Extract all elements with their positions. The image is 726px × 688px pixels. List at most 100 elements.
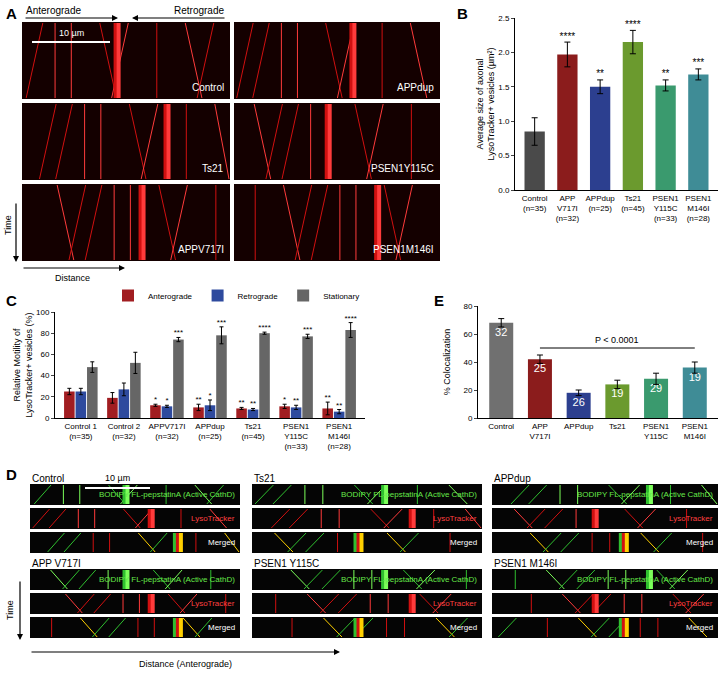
svg-text:Anterograde: Anterograde: [148, 292, 193, 301]
svg-text:1.5: 1.5: [498, 83, 510, 92]
svg-text:10 µm: 10 µm: [59, 28, 84, 38]
svg-text:26: 26: [573, 396, 585, 408]
svg-text:20: 20: [40, 393, 49, 402]
svg-text:APPdup: APPdup: [564, 422, 594, 431]
svg-text:Retrograde: Retrograde: [174, 5, 224, 16]
svg-text:APP V717I: APP V717I: [32, 558, 81, 569]
svg-text:Control 1(n=35): Control 1(n=35): [65, 422, 98, 441]
svg-text:Control 2(n=32): Control 2(n=32): [108, 422, 141, 441]
svg-text:LysoTracker: LysoTracker: [191, 514, 235, 523]
svg-text:**: **: [336, 401, 342, 410]
svg-text:LysoTracker: LysoTracker: [669, 599, 713, 608]
svg-text:60: 60: [40, 350, 49, 359]
svg-text:0: 0: [45, 414, 50, 423]
svg-text:% Colocalization: % Colocalization: [442, 329, 452, 396]
svg-text:APPdup(n=25): APPdup(n=25): [195, 422, 225, 441]
svg-text:25: 25: [534, 362, 546, 374]
svg-text:***: ***: [174, 328, 183, 337]
svg-text:BODIPY FL-pepstatinA (Active C: BODIPY FL-pepstatinA (Active CathD): [577, 490, 713, 499]
svg-text:Time: Time: [5, 600, 15, 620]
svg-text:PSEN1 M146I: PSEN1 M146I: [494, 558, 557, 569]
svg-text:40: 40: [40, 371, 49, 380]
svg-text:PSEN1M146I(n=28): PSEN1M146I(n=28): [326, 422, 353, 452]
svg-text:Control: Control: [192, 82, 224, 93]
svg-text:B: B: [457, 5, 468, 22]
svg-text:PSEN1M146I: PSEN1M146I: [373, 244, 434, 255]
svg-text:BODIPY FL-pepstatinA (Active C: BODIPY FL-pepstatinA (Active CathD): [99, 490, 235, 499]
svg-text:2.5: 2.5: [498, 14, 510, 23]
svg-text:APPV717I: APPV717I: [529, 422, 550, 441]
svg-text:APPdup: APPdup: [494, 473, 531, 484]
svg-text:*: *: [283, 395, 286, 404]
svg-text:Retrograde: Retrograde: [238, 292, 279, 301]
svg-text:**: **: [596, 68, 604, 79]
svg-text:Ts21: Ts21: [202, 163, 224, 174]
svg-text:Merged: Merged: [208, 623, 235, 632]
svg-text:Control(n=35): Control(n=35): [522, 194, 548, 213]
svg-text:BODIPY FL-pepstatinA (Active C: BODIPY FL-pepstatinA (Active CathD): [99, 575, 235, 584]
svg-text:29: 29: [650, 382, 662, 394]
svg-text:Relative Motility ofLysoTracke: Relative Motility ofLysoTracker+ vesicle…: [12, 312, 34, 417]
svg-text:**: **: [662, 68, 670, 79]
svg-text:PSEN1M146I(n=28): PSEN1M146I(n=28): [685, 194, 712, 224]
svg-text:LysoTracker: LysoTracker: [191, 599, 235, 608]
svg-text:BODIPY FL-pepstatinA (Active C: BODIPY FL-pepstatinA (Active CathD): [577, 575, 713, 584]
svg-text:32: 32: [495, 326, 507, 338]
svg-text:19: 19: [689, 371, 701, 383]
svg-text:PSEN1Y115C(n=33): PSEN1Y115C(n=33): [652, 194, 679, 224]
svg-text:Control: Control: [488, 422, 514, 431]
svg-text:**: **: [238, 398, 244, 407]
svg-text:**: **: [325, 393, 331, 402]
svg-text:Ts21: Ts21: [254, 473, 276, 484]
svg-text:40: 40: [463, 358, 472, 367]
svg-text:LysoTracker: LysoTracker: [433, 599, 477, 608]
svg-text:PSEN1 Y115C: PSEN1 Y115C: [254, 558, 319, 569]
svg-text:APPV717I(n=32): APPV717I(n=32): [148, 422, 185, 441]
svg-text:Ts21(n=45): Ts21(n=45): [621, 194, 645, 213]
svg-text:***: ***: [217, 318, 226, 327]
svg-text:**: **: [293, 396, 299, 405]
svg-text:Stationary: Stationary: [323, 292, 359, 301]
svg-text:**: **: [250, 399, 256, 408]
svg-text:1.0: 1.0: [498, 117, 510, 126]
svg-text:Anterograde: Anterograde: [26, 5, 81, 16]
svg-text:LysoTracker: LysoTracker: [433, 514, 477, 523]
svg-text:Distance (Anterograde): Distance (Anterograde): [139, 659, 232, 669]
svg-text:E: E: [434, 292, 444, 309]
svg-text:C: C: [6, 292, 17, 309]
svg-text:BODIPY FL-pepstatinA (Active C: BODIPY FL-pepstatinA (Active CathD): [341, 575, 477, 584]
svg-text:PSEN1M146I: PSEN1M146I: [682, 422, 709, 441]
svg-text:*: *: [165, 396, 168, 405]
svg-text:80: 80: [463, 302, 472, 311]
svg-text:2.0: 2.0: [498, 48, 510, 57]
svg-text:Merged: Merged: [686, 623, 713, 632]
svg-text:****: ****: [258, 323, 270, 332]
svg-text:Merged: Merged: [208, 538, 235, 547]
svg-text:0.0: 0.0: [498, 186, 510, 195]
svg-text:Average size of axonalLysoTrac: Average size of axonalLysoTracker+ vesic…: [475, 48, 497, 161]
svg-text:A: A: [6, 5, 17, 22]
svg-text:Control: Control: [32, 473, 64, 484]
svg-text:Distance: Distance: [55, 273, 90, 283]
svg-text:Merged: Merged: [450, 538, 477, 547]
svg-text:Ts21: Ts21: [609, 422, 626, 431]
svg-text:PSEN1Y115C: PSEN1Y115C: [371, 163, 434, 174]
svg-text:0.5: 0.5: [498, 151, 510, 160]
svg-text:80: 80: [40, 329, 49, 338]
svg-text:Merged: Merged: [686, 538, 713, 547]
svg-text:19: 19: [611, 387, 623, 399]
svg-text:APPdup: APPdup: [397, 82, 434, 93]
svg-text:P < 0.0001: P < 0.0001: [595, 335, 639, 345]
svg-text:****: ****: [625, 19, 641, 30]
svg-text:APPdup(n=25): APPdup(n=25): [585, 194, 615, 213]
svg-text:0: 0: [468, 414, 473, 423]
svg-text:10 µm: 10 µm: [105, 473, 130, 483]
svg-text:20: 20: [463, 386, 472, 395]
svg-text:*: *: [154, 395, 157, 404]
svg-text:APPV717I: APPV717I: [178, 244, 224, 255]
svg-text:****: ****: [560, 31, 576, 42]
svg-text:Time: Time: [3, 215, 13, 235]
svg-text:PSEN1Y115C(n=33): PSEN1Y115C(n=33): [283, 422, 310, 452]
svg-text:PSEN1Y115C: PSEN1Y115C: [643, 422, 670, 441]
svg-text:LysoTracker: LysoTracker: [669, 514, 713, 523]
